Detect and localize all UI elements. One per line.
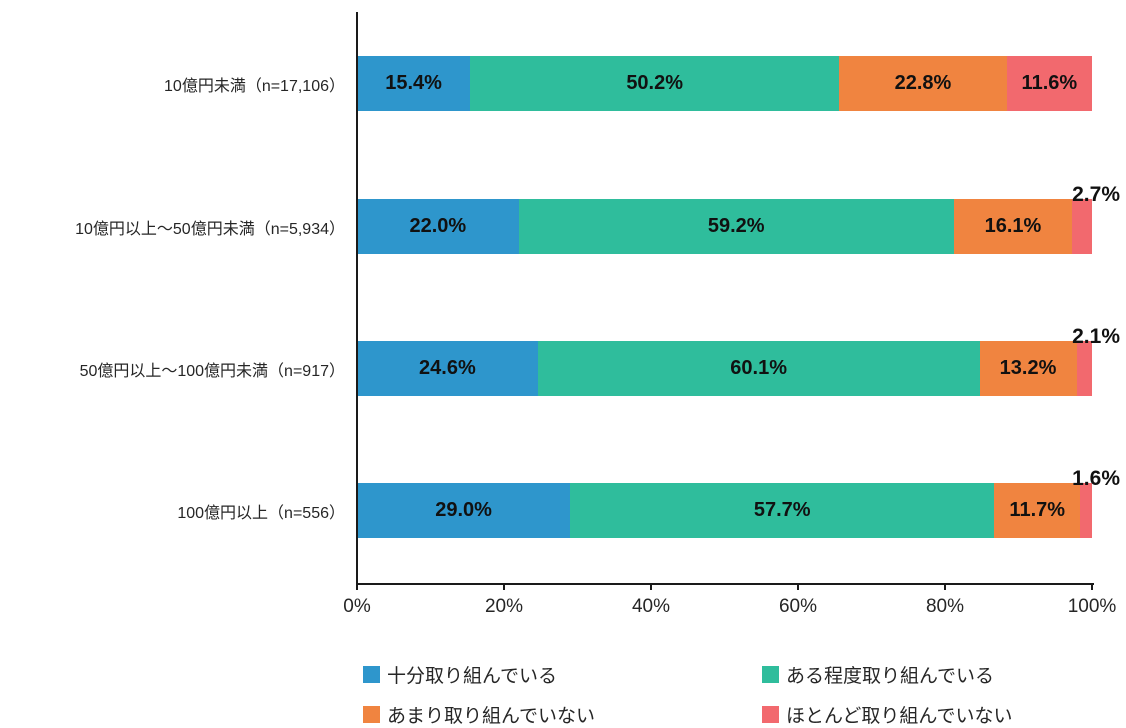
value-label: 24.6% (419, 357, 476, 379)
axis-tick-label: 60% (778, 596, 818, 617)
value-label: 13.2% (999, 357, 1057, 379)
value-label: 11.7% (1009, 499, 1066, 521)
axis-tick-label: 80% (925, 596, 965, 617)
bar-segment: 24.6% (357, 341, 538, 396)
legend-label: あまり取り組んでいない (387, 705, 596, 727)
y-axis-line (356, 12, 358, 584)
x-axis-line (356, 583, 1094, 585)
axis-tick-label: 20% (484, 596, 524, 617)
bar-segment: 60.1% (537, 341, 980, 396)
bar-row: 22.0% 59.2% 16.1% (357, 199, 1092, 254)
value-label: 60.1% (730, 357, 788, 379)
legend-label: 十分取り組んでいる (387, 665, 558, 687)
value-label: 11.6% (1021, 72, 1078, 94)
bar-row: 15.4% 50.2% 22.8% 11.6% (357, 56, 1092, 111)
bar-row: 24.6% 60.1% 13.2% (357, 341, 1092, 396)
legend-swatch-icon (363, 705, 380, 723)
value-label: 22.8% (894, 72, 952, 94)
legend-swatch-icon (762, 705, 779, 723)
legend-item: あまり取り組んでいない (363, 702, 596, 727)
axis-tick (650, 583, 652, 590)
bar-segment: 13.2% (979, 341, 1077, 396)
bar-segment (1076, 341, 1092, 396)
bar-segment: 22.8% (839, 56, 1007, 111)
legend-item: 十分取り組んでいる (363, 662, 558, 687)
axis-tick (1091, 583, 1093, 590)
bar-segment: 11.7% (994, 483, 1081, 538)
legend-swatch-icon (363, 665, 380, 683)
bar-segment: 11.6% (1006, 56, 1092, 111)
axis-tick-label: 40% (631, 596, 671, 617)
bar-segment: 22.0% (357, 199, 519, 254)
bar-segment: 57.7% (570, 483, 995, 538)
bar-row: 29.0% 57.7% 11.7% (357, 483, 1092, 538)
bar-segment: 29.0% (357, 483, 571, 538)
value-label-outside: 2.7% (1072, 183, 1120, 206)
legend-item: ある程度取り組んでいる (762, 662, 995, 687)
axis-tick (944, 583, 946, 590)
axis-tick (797, 583, 799, 590)
value-label: 57.7% (753, 499, 811, 521)
bar-segment: 50.2% (470, 56, 840, 111)
axis-tick-label: 0% (343, 596, 371, 617)
value-label-outside: 2.1% (1072, 325, 1120, 348)
bar-segment: 16.1% (953, 199, 1073, 254)
category-label: 50億円以上～100億円未満（n=917） (79, 362, 345, 380)
legend-label: ほとんど取り組んでいない (786, 705, 1013, 727)
value-label: 59.2% (707, 215, 765, 237)
bar-segment: 15.4% (357, 56, 471, 111)
bar-segment (1072, 199, 1092, 254)
value-label: 50.2% (626, 72, 684, 94)
category-label: 10億円未満（n=17,106） (164, 77, 345, 95)
value-label: 22.0% (409, 215, 467, 237)
category-label: 10億円以上～50億円未満（n=5,934） (75, 220, 345, 238)
bar-segment: 59.2% (518, 199, 954, 254)
value-label: 15.4% (385, 72, 442, 94)
value-label: 16.1% (984, 215, 1042, 237)
category-label: 100億円以上（n=556） (177, 504, 345, 522)
legend-item: ほとんど取り組んでいない (762, 702, 1013, 727)
legend-label: ある程度取り組んでいる (786, 665, 995, 687)
axis-tick (356, 583, 358, 590)
axis-tick-label: 100% (1067, 596, 1117, 617)
axis-tick (503, 583, 505, 590)
bar-segment (1080, 483, 1092, 538)
legend-swatch-icon (762, 665, 779, 683)
value-label: 29.0% (435, 499, 492, 521)
value-label-outside: 1.6% (1072, 467, 1120, 490)
